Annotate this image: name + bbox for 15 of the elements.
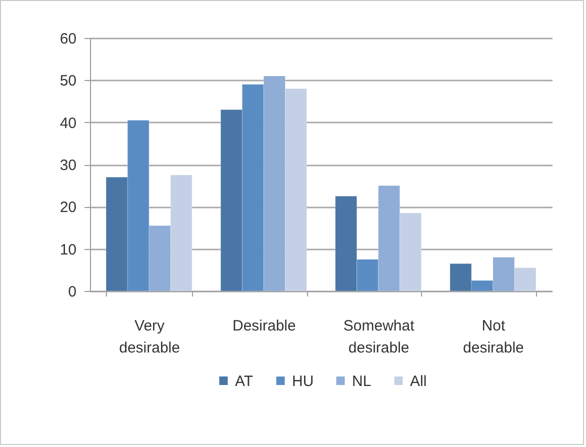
y-tick-label: 50 bbox=[60, 72, 76, 90]
y-tick-label: 40 bbox=[60, 114, 76, 132]
x-tick-label: Not desirable bbox=[463, 318, 524, 356]
legend-label: All bbox=[410, 372, 427, 390]
x-tick-label: Somewhat desirable bbox=[343, 318, 416, 356]
legend-label: HU bbox=[292, 372, 314, 390]
y-tick-label: 20 bbox=[60, 199, 76, 216]
legend-label: NL bbox=[352, 372, 372, 390]
x-tick-label: Desirable bbox=[232, 318, 296, 334]
legend-label: AT bbox=[235, 372, 254, 390]
x-tick-label: Very desirable bbox=[119, 318, 180, 356]
y-tick-label: 10 bbox=[60, 241, 76, 258]
y-tick-label: 60 bbox=[60, 30, 76, 48]
y-tick-label: 30 bbox=[60, 157, 76, 174]
y-tick-label: 0 bbox=[68, 284, 76, 300]
